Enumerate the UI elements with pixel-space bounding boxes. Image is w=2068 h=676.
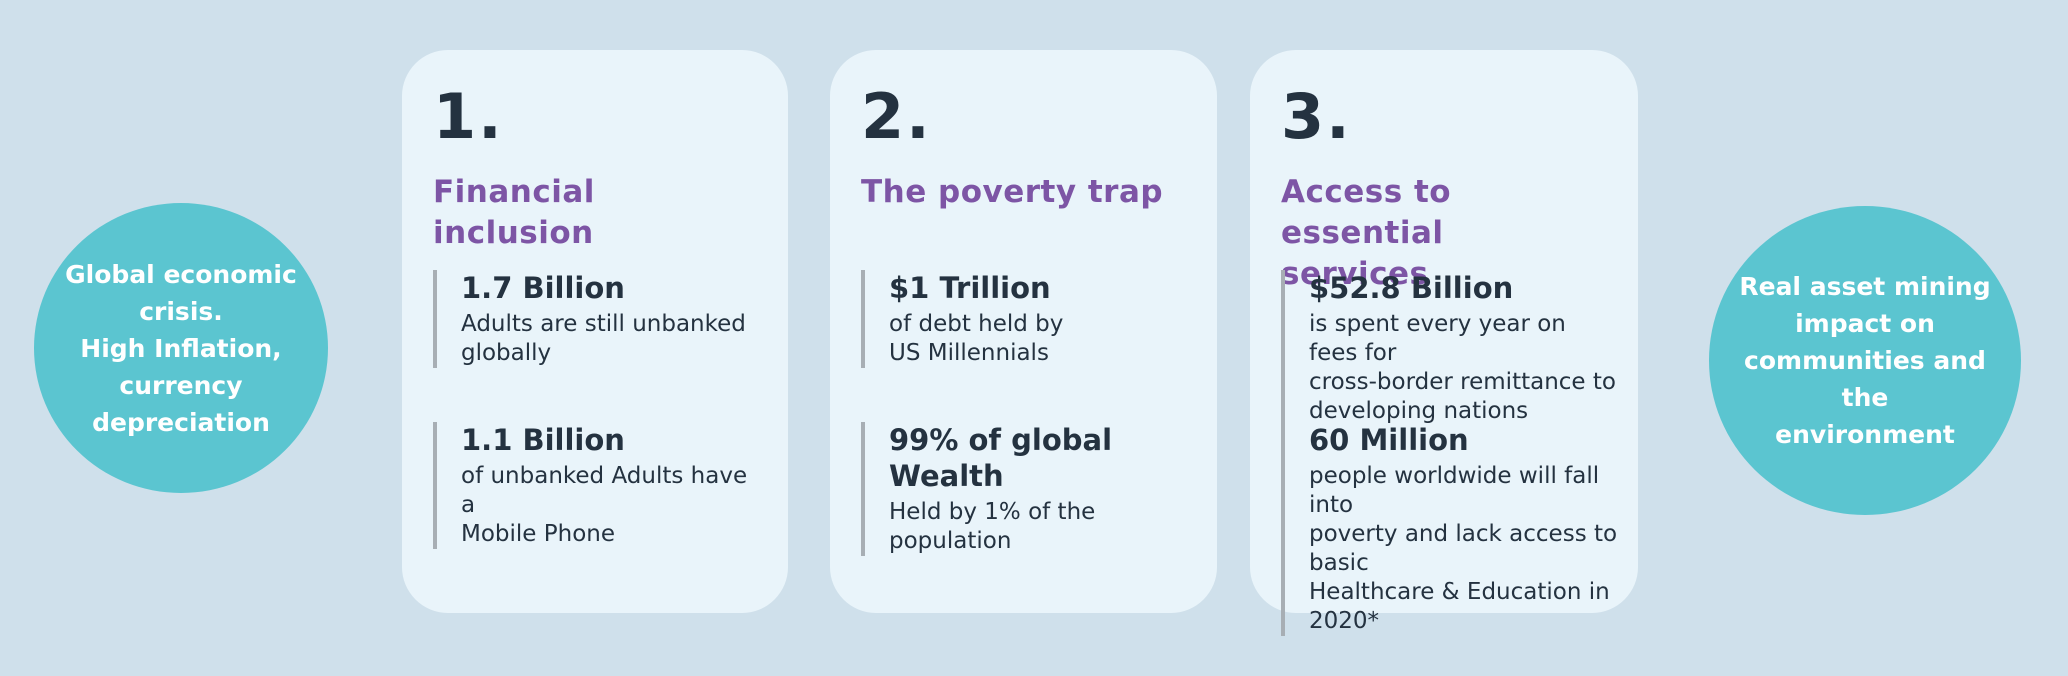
stat-value: 1.7 Billion — [461, 271, 625, 305]
card-poverty-trap: 2. The poverty trap $1 Trillion of debt … — [830, 50, 1217, 613]
card-number: 1. — [433, 80, 504, 153]
stat-description: is spent every year on fees for cross-bo… — [1309, 311, 1616, 424]
stat-description: of unbanked Adults have a Mobile Phone — [461, 463, 748, 547]
stat-item: $1 Trillion of debt held by US Millennia… — [861, 270, 1197, 368]
right-topic-circle: Real asset mining impact on communities … — [1709, 206, 2021, 515]
stat-description: Adults are still unbanked globally — [461, 311, 746, 366]
stat-value: $52.8 Billion — [1309, 271, 1514, 305]
card-number: 3. — [1281, 80, 1352, 153]
right-circle-text: Real asset mining impact on communities … — [1739, 272, 1991, 449]
left-circle-text: Global economic crisis. High Inflation, … — [65, 259, 297, 437]
stat-item: 60 Million people worldwide will fall in… — [1281, 422, 1618, 636]
stat-description: of debt held by US Millennials — [889, 311, 1064, 366]
stat-description: Held by 1% of the population — [889, 499, 1096, 554]
card-title: Access to essential services — [1281, 174, 1452, 292]
stat-value: $1 Trillion — [889, 271, 1051, 305]
stat-item: 99% of global Wealth Held by 1% of the p… — [861, 422, 1197, 556]
card-title: Financial inclusion — [433, 174, 595, 251]
stat-item: $52.8 Billion is spent every year on fee… — [1281, 270, 1618, 426]
card-title: The poverty trap — [861, 174, 1164, 210]
left-topic-circle: Global economic crisis. High Inflation, … — [34, 203, 328, 493]
stat-value: 60 Million — [1309, 423, 1469, 457]
stat-item: 1.1 Billion of unbanked Adults have a Mo… — [433, 422, 768, 549]
stat-value: 99% of global Wealth — [889, 423, 1113, 493]
card-financial-inclusion: 1. Financial inclusion 1.7 Billion Adult… — [402, 50, 788, 613]
stat-item: 1.7 Billion Adults are still unbanked gl… — [433, 270, 768, 368]
stat-value: 1.1 Billion — [461, 423, 625, 457]
card-access-essential-services: 3. Access to essential services $52.8 Bi… — [1250, 50, 1638, 636]
stat-description: people worldwide will fall into poverty … — [1309, 463, 1618, 634]
card-number: 2. — [861, 80, 932, 153]
